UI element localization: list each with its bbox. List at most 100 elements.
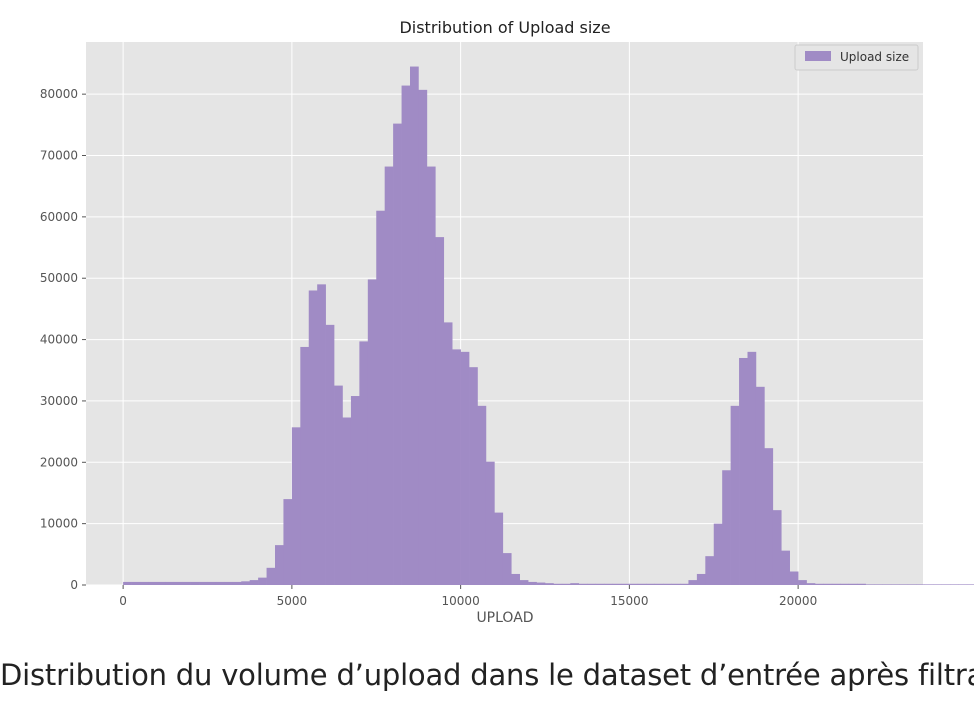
histogram-bar (882, 584, 892, 585)
histogram-bar (334, 385, 343, 585)
histogram-bar (249, 580, 259, 585)
histogram-bar (933, 584, 942, 585)
chart-title: Distribution of Upload size (399, 18, 610, 37)
histogram-bar (224, 581, 234, 585)
histogram-bar (401, 85, 411, 585)
histogram-bar (722, 470, 731, 585)
histogram-bar (958, 584, 968, 585)
histogram-bar (494, 512, 504, 585)
histogram-bar (705, 556, 715, 585)
histogram-bar (519, 580, 529, 585)
histogram-bar (131, 581, 141, 585)
y-tick-label: 10000 (40, 517, 78, 531)
histogram-bar (620, 583, 630, 585)
x-tick-label: 10000 (442, 594, 480, 608)
histogram-bar (291, 427, 301, 585)
histogram-bar (654, 583, 664, 585)
histogram-bar (241, 581, 250, 585)
histogram-bar (418, 89, 428, 585)
y-tick-label: 70000 (40, 149, 78, 163)
histogram-bar (865, 584, 875, 585)
histogram-bar (123, 581, 132, 585)
histogram-bar (545, 583, 554, 585)
x-tick-label: 15000 (610, 594, 648, 608)
histogram-bar (367, 279, 377, 585)
histogram-bar (283, 499, 293, 585)
histogram-bar (426, 166, 436, 585)
histogram-bar (207, 581, 217, 585)
y-tick-label: 40000 (40, 333, 78, 347)
histogram-bar (612, 583, 622, 585)
histogram-bar (966, 584, 974, 585)
histogram-bar (874, 584, 883, 585)
histogram-bar (148, 581, 158, 585)
histogram-bar (173, 581, 183, 585)
legend-swatch (805, 51, 831, 61)
histogram-bar (595, 583, 605, 585)
histogram-chart: Distribution of Upload size 0 5000 10000 15… (40, 18, 974, 626)
histogram-bar (140, 581, 149, 585)
histogram-bar (485, 461, 495, 585)
histogram-bar (317, 284, 326, 585)
histogram-bar (815, 583, 824, 585)
y-tick-label: 20000 (40, 455, 78, 469)
histogram-bar (182, 581, 191, 585)
x-axis-title: UPLOAD (476, 610, 533, 626)
histogram-bar (393, 123, 402, 585)
histogram-bar (325, 324, 335, 585)
histogram-bar (840, 583, 850, 585)
histogram-bar (781, 550, 790, 585)
bars (123, 66, 974, 586)
histogram-bar (199, 581, 208, 585)
histogram-bar (899, 584, 909, 585)
chart-container: Distribution of Upload size 0 5000 10000 15… (40, 18, 974, 626)
y-tick-label: 60000 (40, 210, 78, 224)
histogram-bar (156, 581, 166, 585)
histogram-bar (469, 367, 478, 585)
legend-label: Upload size (840, 50, 909, 64)
histogram-bar (907, 584, 917, 585)
axes: 0 5000 10000 15000 20000 0 10000 20000 30000 4000… (40, 87, 817, 608)
histogram-bar (460, 351, 470, 585)
histogram-bar (663, 583, 672, 585)
histogram-bar (536, 582, 546, 585)
histogram-bar (570, 583, 580, 585)
histogram-bar (629, 583, 639, 585)
histogram-bar (646, 583, 655, 585)
histogram-bar (806, 583, 816, 585)
histogram-bar (739, 357, 748, 585)
histogram-bar (528, 581, 537, 585)
x-tick-label: 0 (119, 594, 127, 608)
histogram-bar (671, 583, 681, 585)
histogram-bar (755, 386, 765, 585)
y-tick-label: 80000 (40, 87, 78, 101)
y-tick-label: 0 (70, 578, 78, 592)
histogram-bar (713, 523, 723, 585)
x-tick-label: 5000 (277, 594, 308, 608)
histogram-bar (848, 583, 858, 585)
histogram-bar (688, 580, 698, 585)
histogram-bar (266, 567, 276, 585)
y-tick-label: 50000 (40, 271, 78, 285)
histogram-bar (258, 577, 267, 585)
histogram-bar (275, 545, 284, 585)
histogram-bar (950, 584, 959, 585)
histogram-bar (359, 341, 369, 585)
histogram-bar (789, 571, 799, 585)
histogram-bar (730, 405, 740, 585)
y-tick-label: 30000 (40, 394, 78, 408)
histogram-bar (831, 583, 841, 585)
histogram-bar (772, 510, 782, 585)
histogram-bar (308, 290, 318, 585)
histogram-bar (578, 583, 588, 585)
histogram-bar (941, 584, 951, 585)
plot-area (86, 42, 923, 585)
legend: Upload size (794, 44, 919, 71)
histogram-bar (823, 583, 833, 585)
histogram-bar (696, 573, 706, 585)
histogram-bar (232, 581, 242, 585)
histogram-bar (410, 66, 419, 586)
histogram-bar (190, 581, 200, 585)
histogram-bar (300, 346, 310, 585)
histogram-bar (376, 210, 385, 585)
